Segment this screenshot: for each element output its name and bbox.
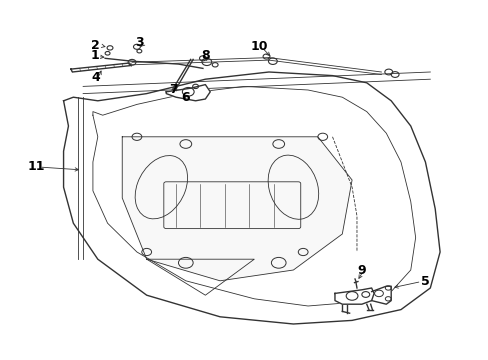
Polygon shape [71, 63, 131, 72]
Text: 7: 7 [169, 83, 178, 96]
Polygon shape [166, 85, 210, 101]
Text: 10: 10 [250, 40, 267, 53]
Text: 11: 11 [28, 160, 45, 173]
Polygon shape [371, 286, 390, 304]
Text: 3: 3 [135, 36, 143, 49]
Text: 2: 2 [91, 39, 100, 51]
Text: 1: 1 [91, 49, 100, 62]
Text: 5: 5 [420, 275, 429, 288]
Polygon shape [334, 288, 373, 304]
Polygon shape [122, 137, 351, 281]
Text: 9: 9 [357, 264, 366, 277]
Text: 8: 8 [201, 49, 209, 62]
Text: 6: 6 [181, 91, 190, 104]
Text: 4: 4 [91, 71, 100, 84]
